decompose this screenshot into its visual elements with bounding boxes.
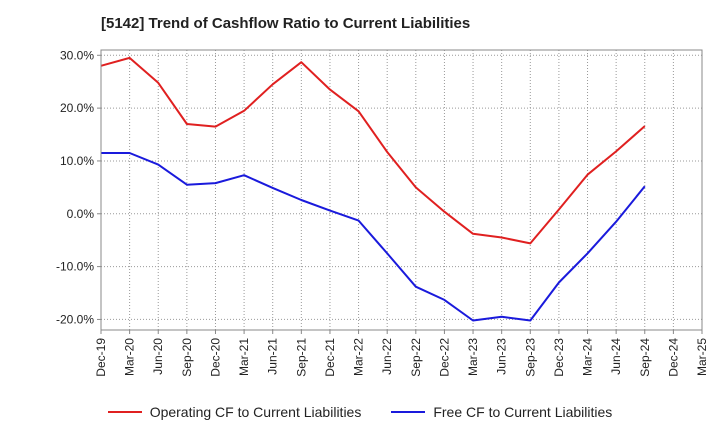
legend-item-free-cf: Free CF to Current Liabilities <box>391 404 612 420</box>
legend-swatch-operating-cf <box>107 411 142 413</box>
axes: 30.0% 20.0% 10.0% 0.0% -10.0% -20.0%Dec-19 Mar… <box>56 48 709 376</box>
legend-item-operating-cf: Operating CF to Current Liabilities <box>107 404 362 420</box>
x-tick-label: Jun-23 <box>495 338 509 375</box>
x-tick-label: Mar-20 <box>123 338 137 376</box>
series-line-operating-cf <box>100 56 646 245</box>
y-tick-label: 0.0% <box>67 207 95 221</box>
plot-frame <box>100 49 703 331</box>
legend-label-operating-cf: Operating CF to Current Liabilities <box>149 404 362 420</box>
y-tick-label: -10.0% <box>56 260 94 274</box>
legend-swatch-free-cf <box>391 411 426 413</box>
y-tick-label: 30.0% <box>60 48 94 62</box>
x-tick-label: Mar-25 <box>695 338 709 376</box>
x-tick-label: Jun-21 <box>266 338 280 375</box>
x-tick-label: Sep-20 <box>180 338 194 377</box>
x-tick-label: Sep-22 <box>409 338 423 377</box>
legend: Operating CF to Current Liabilities Free… <box>0 404 720 420</box>
x-tick-label: Dec-23 <box>552 338 566 377</box>
x-tick-label: Dec-19 <box>94 338 108 377</box>
series-line-free-cf <box>101 152 646 322</box>
legend-label-free-cf: Free CF to Current Liabilities <box>433 404 613 420</box>
x-tick-label: Sep-24 <box>638 338 652 377</box>
x-tick-label: Jun-22 <box>380 338 394 375</box>
x-tick-label: Mar-21 <box>237 338 251 376</box>
x-tick-label: Mar-24 <box>581 338 595 376</box>
x-tick-label: Sep-23 <box>523 338 537 377</box>
y-tick-label: 20.0% <box>60 101 94 115</box>
grid <box>100 50 703 330</box>
x-tick-label: Dec-24 <box>666 338 680 377</box>
x-tick-label: Dec-20 <box>208 338 222 377</box>
x-tick-label: Jun-20 <box>151 338 165 375</box>
x-tick-label: Mar-22 <box>352 338 366 376</box>
x-tick-label: Mar-23 <box>466 338 480 376</box>
series <box>100 56 646 322</box>
x-tick-label: Sep-21 <box>294 338 308 377</box>
x-tick-label: Jun-24 <box>609 338 623 375</box>
x-tick-label: Dec-22 <box>437 338 451 377</box>
chart-title: [5142] Trend of Cashflow Ratio to Curren… <box>101 15 471 32</box>
y-tick-label: 10.0% <box>60 154 94 168</box>
x-tick-label: Dec-21 <box>323 338 337 377</box>
y-tick-label: -20.0% <box>56 312 94 326</box>
